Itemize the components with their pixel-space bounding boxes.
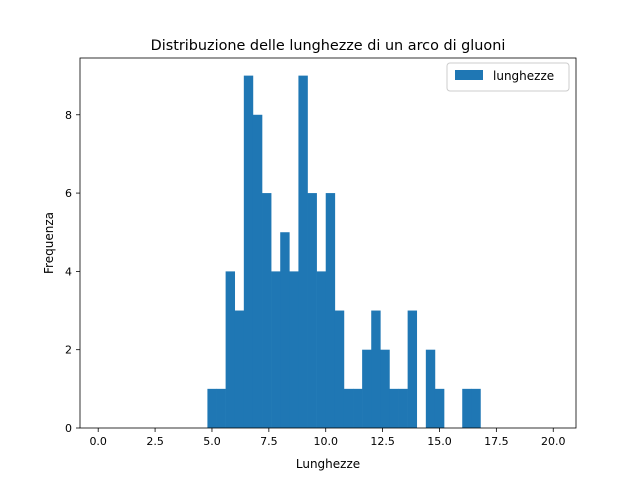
histogram-bar bbox=[362, 349, 372, 428]
histogram-bar bbox=[371, 310, 381, 428]
y-axis-label: Frequenza bbox=[42, 212, 56, 274]
x-axis-label: Lunghezze bbox=[296, 457, 360, 471]
chart-title: Distribuzione delle lunghezze di un arco… bbox=[151, 38, 506, 54]
histogram-bar bbox=[343, 388, 354, 428]
histogram-bar bbox=[425, 349, 436, 428]
histogram-bar bbox=[325, 193, 336, 428]
legend-swatch bbox=[455, 70, 483, 80]
histogram-bar bbox=[289, 271, 299, 428]
y-tick-label: 8 bbox=[65, 109, 72, 122]
histogram-bar bbox=[298, 75, 308, 428]
y-tick-label: 0 bbox=[65, 422, 72, 435]
histogram-bar bbox=[389, 388, 399, 428]
legend-entry-label: lunghezze bbox=[493, 69, 554, 83]
histogram-bar bbox=[216, 388, 226, 428]
histogram-bar bbox=[471, 388, 481, 428]
histogram-bar bbox=[271, 271, 281, 428]
histogram-bar bbox=[207, 388, 217, 428]
histogram-bar bbox=[407, 310, 418, 428]
histogram-bar bbox=[380, 349, 390, 428]
x-tick-label: 2.5 bbox=[146, 435, 164, 448]
x-tick-label: 0.0 bbox=[89, 435, 107, 448]
y-tick-label: 6 bbox=[65, 187, 72, 200]
y-tick-label: 4 bbox=[65, 265, 72, 278]
plot-frame bbox=[79, 57, 577, 429]
histogram-bar bbox=[462, 388, 472, 428]
x-tick-label: 10.0 bbox=[313, 435, 338, 448]
x-tick-label: 5.0 bbox=[203, 435, 221, 448]
y-tick-label: 2 bbox=[65, 344, 72, 357]
x-axis-ticks: 0.0 2.5 5.0 7.5 10.0 12.5 15.0 17.5 20.0 bbox=[89, 428, 565, 448]
histogram-bar bbox=[316, 271, 327, 428]
histogram-bar bbox=[334, 310, 345, 428]
legend: lunghezze bbox=[446, 62, 570, 92]
histogram-bar bbox=[234, 310, 245, 428]
histogram-bar bbox=[243, 75, 254, 428]
histogram-bar bbox=[398, 388, 408, 428]
histogram-bar bbox=[353, 388, 363, 428]
x-tick-label: 7.5 bbox=[260, 435, 278, 448]
x-tick-label: 12.5 bbox=[370, 435, 395, 448]
histogram-bar bbox=[225, 271, 236, 428]
histogram-bar bbox=[252, 114, 263, 428]
histogram-bar bbox=[307, 193, 317, 428]
y-axis-ticks: 0 2 4 6 8 bbox=[65, 109, 80, 435]
x-tick-label: 17.5 bbox=[484, 435, 509, 448]
x-tick-label: 20.0 bbox=[541, 435, 566, 448]
histogram-bar bbox=[434, 388, 445, 428]
histogram-bar bbox=[280, 232, 290, 428]
histogram-bar bbox=[262, 193, 272, 428]
x-tick-label: 15.0 bbox=[427, 435, 452, 448]
bars-group bbox=[207, 75, 481, 428]
